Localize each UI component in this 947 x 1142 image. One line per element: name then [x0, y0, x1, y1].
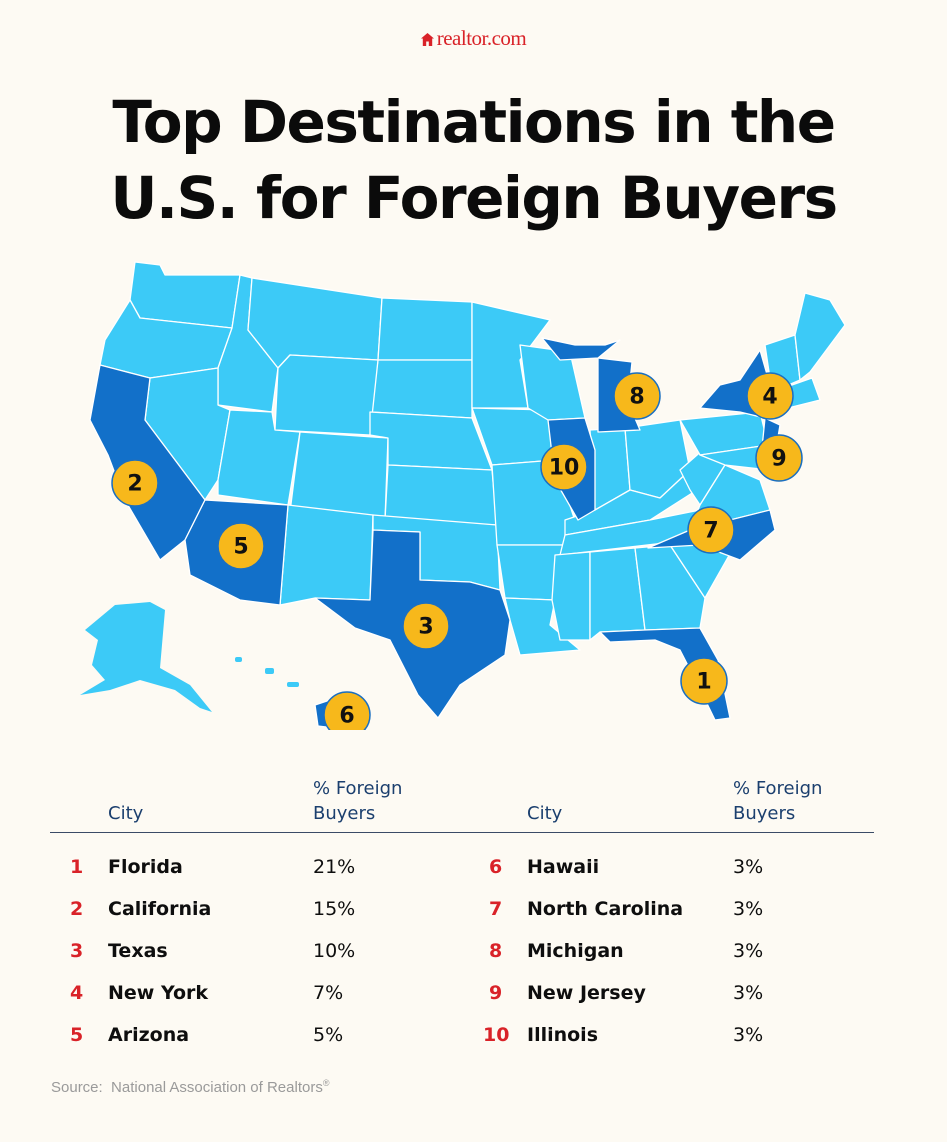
row-rank: 3: [70, 940, 84, 962]
row-rank: 1: [70, 856, 84, 878]
hawaii-island-3: [287, 682, 299, 687]
marker-9: 9: [755, 434, 803, 482]
marker-1: 1: [680, 657, 728, 705]
state-california: [89, 364, 206, 561]
state-michigan-up: [541, 337, 621, 361]
row-city: Michigan: [527, 940, 624, 962]
marker-2: 2: [111, 459, 159, 507]
row-rank: 2: [70, 898, 84, 920]
svg-text:8: 8: [629, 385, 644, 410]
logo-text: realtor.com: [436, 26, 527, 50]
header-pct-left: % Foreign Buyers: [313, 776, 402, 826]
row-city: New Jersey: [527, 982, 646, 1004]
svg-text:2: 2: [127, 472, 142, 497]
row-pct: 3%: [733, 856, 764, 878]
row-pct: 10%: [313, 940, 356, 962]
row-pct: 15%: [313, 898, 356, 920]
row-rank: 10: [483, 1024, 510, 1046]
row-pct: 3%: [733, 982, 764, 1004]
state-mississippi: [551, 551, 591, 641]
state-alaska: [80, 602, 212, 712]
page-title: Top Destinations in the U.S. for Foreign…: [0, 84, 947, 236]
row-rank: 6: [489, 856, 503, 878]
state-wyoming: [274, 354, 379, 436]
rank-markers: 1 2 3 4 5 6 7 8 9 10: [111, 372, 803, 730]
state-kansas: [384, 464, 498, 526]
state-minnesota: [471, 301, 551, 409]
source-label: Source:: [51, 1079, 103, 1096]
row-city: New York: [108, 982, 209, 1004]
state-nebraska: [369, 411, 493, 471]
state-utah: [217, 409, 301, 506]
row-city: Arizona: [108, 1024, 190, 1046]
title-line-1: Top Destinations in the: [112, 88, 836, 156]
state-florida: [599, 627, 731, 721]
us-map: 1 2 3 4 5 6 7 8 9 10: [80, 261, 846, 730]
marker-3: 3: [402, 602, 450, 650]
row-city: Florida: [108, 856, 183, 878]
house-icon: [420, 33, 434, 46]
alaska-hawaii: [80, 602, 341, 729]
row-city: California: [108, 898, 212, 920]
header-pct-right: % Foreign Buyers: [733, 776, 822, 826]
row-pct: 3%: [733, 898, 764, 920]
svg-text:9: 9: [771, 447, 786, 472]
header-pct-right-line1: % Foreign: [733, 778, 823, 799]
row-rank: 8: [489, 940, 503, 962]
marker-7: 7: [687, 506, 735, 554]
marker-8: 8: [613, 372, 661, 420]
state-shapes: [89, 261, 846, 721]
row-city: North Carolina: [527, 898, 684, 920]
row-pct: 5%: [313, 1024, 344, 1046]
svg-text:3: 3: [418, 615, 433, 640]
row-rank: 4: [70, 982, 84, 1004]
row-city: Texas: [108, 940, 168, 962]
hawaii-island-1: [235, 657, 242, 662]
marker-10: 10: [540, 443, 588, 491]
marker-5: 5: [217, 522, 265, 570]
row-pct: 7%: [313, 982, 344, 1004]
row-pct: 21%: [313, 856, 356, 878]
row-rank: 5: [70, 1024, 84, 1046]
header-city-left: City: [108, 803, 144, 824]
realtor-logo: realtor.com: [0, 26, 947, 51]
svg-text:1: 1: [696, 670, 711, 695]
source-note: Source: National Association of Realtors…: [51, 1078, 329, 1096]
svg-text:4: 4: [762, 385, 777, 410]
row-rank: 7: [489, 898, 503, 920]
marker-6: 6: [323, 691, 371, 730]
svg-text:7: 7: [703, 519, 718, 544]
svg-text:5: 5: [233, 535, 248, 560]
title-line-2: U.S. for Foreign Buyers: [110, 164, 838, 232]
hawaii-island-2: [265, 668, 274, 674]
marker-4: 4: [746, 372, 794, 420]
state-new-mexico: [279, 504, 374, 606]
row-pct: 3%: [733, 1024, 764, 1046]
source-text: National Association of Realtors: [111, 1079, 323, 1096]
row-rank: 9: [489, 982, 503, 1004]
row-city: Illinois: [527, 1024, 599, 1046]
header-divider: [50, 832, 874, 833]
registered-mark: ®: [322, 1078, 330, 1088]
header-pct-right-line2: Buyers: [733, 803, 796, 824]
svg-text:10: 10: [549, 456, 580, 481]
state-south-dakota: [369, 359, 473, 419]
row-city: Hawaii: [527, 856, 600, 878]
svg-text:6: 6: [339, 704, 354, 729]
header-pct-left-line1: % Foreign: [313, 778, 403, 799]
header-city-right: City: [527, 803, 563, 824]
state-montana: [247, 277, 383, 369]
state-maine: [794, 292, 846, 381]
header-pct-left-line2: Buyers: [313, 803, 376, 824]
state-north-dakota: [377, 297, 473, 361]
row-pct: 3%: [733, 940, 764, 962]
